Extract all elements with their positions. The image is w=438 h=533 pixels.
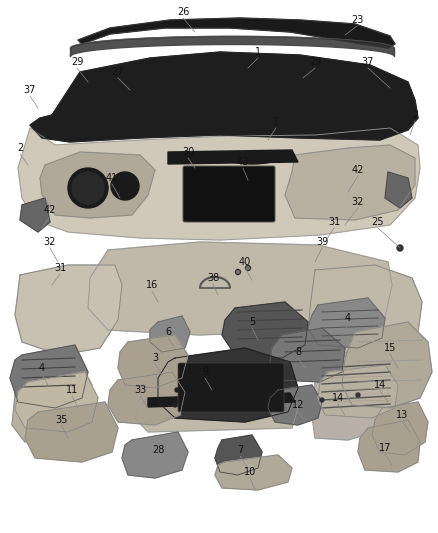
Polygon shape (108, 372, 185, 425)
Text: 4: 4 (345, 313, 351, 323)
Text: 2: 2 (17, 143, 23, 153)
Polygon shape (25, 402, 118, 462)
Circle shape (246, 265, 251, 271)
Polygon shape (385, 172, 412, 208)
Text: 31: 31 (328, 217, 340, 227)
Text: 32: 32 (352, 197, 364, 207)
Polygon shape (118, 335, 188, 388)
Text: 1: 1 (273, 117, 279, 127)
Text: 5: 5 (249, 317, 255, 327)
Polygon shape (318, 365, 398, 418)
Text: 23: 23 (351, 15, 363, 25)
Text: 11: 11 (66, 385, 78, 395)
Text: 9: 9 (202, 367, 208, 377)
Text: 42: 42 (44, 205, 56, 215)
Text: 35: 35 (56, 415, 68, 425)
Text: 37: 37 (24, 85, 36, 95)
Text: 8: 8 (295, 347, 301, 357)
Circle shape (111, 172, 139, 200)
Polygon shape (12, 358, 92, 442)
Polygon shape (15, 265, 122, 355)
Polygon shape (215, 435, 262, 475)
Circle shape (236, 270, 240, 274)
Text: 31: 31 (54, 263, 66, 273)
Polygon shape (358, 420, 420, 472)
Polygon shape (168, 150, 298, 164)
Circle shape (247, 267, 249, 269)
Polygon shape (10, 345, 88, 408)
Text: 25: 25 (372, 217, 384, 227)
Polygon shape (312, 348, 412, 440)
Text: 39: 39 (316, 237, 328, 247)
Text: 3: 3 (152, 353, 158, 363)
Circle shape (397, 245, 403, 251)
Ellipse shape (226, 152, 278, 164)
Polygon shape (158, 348, 298, 422)
Polygon shape (268, 385, 322, 425)
Polygon shape (342, 322, 432, 408)
Text: 32: 32 (44, 237, 56, 247)
Polygon shape (148, 393, 295, 407)
Polygon shape (122, 432, 188, 478)
Text: 17: 17 (379, 443, 391, 453)
Circle shape (173, 403, 177, 407)
Text: 38: 38 (207, 273, 219, 283)
Polygon shape (372, 402, 428, 455)
Polygon shape (20, 198, 50, 232)
Polygon shape (15, 372, 98, 432)
Text: 10: 10 (244, 467, 256, 477)
Polygon shape (135, 392, 298, 432)
Text: 1: 1 (255, 47, 261, 57)
Circle shape (237, 271, 239, 273)
Polygon shape (270, 328, 345, 382)
Circle shape (320, 398, 324, 402)
Polygon shape (88, 242, 392, 335)
Circle shape (175, 388, 179, 392)
Text: 40: 40 (239, 257, 251, 267)
Text: 41: 41 (106, 173, 118, 183)
Polygon shape (40, 152, 155, 218)
Polygon shape (150, 316, 190, 352)
Text: 29: 29 (71, 57, 83, 67)
Text: 12: 12 (292, 400, 304, 410)
Text: 16: 16 (146, 280, 158, 290)
Polygon shape (78, 18, 395, 48)
Circle shape (356, 393, 360, 397)
Text: 2: 2 (412, 110, 418, 120)
Text: 6: 6 (165, 327, 171, 337)
Polygon shape (285, 145, 415, 220)
Text: 30: 30 (182, 147, 194, 157)
Polygon shape (18, 128, 420, 240)
Text: 37: 37 (362, 57, 374, 67)
Text: 14: 14 (332, 393, 344, 403)
Text: 42: 42 (352, 165, 364, 175)
Text: 14: 14 (374, 380, 386, 390)
FancyBboxPatch shape (178, 363, 284, 412)
Text: 13: 13 (396, 410, 408, 420)
Polygon shape (308, 265, 422, 372)
Text: 15: 15 (384, 343, 396, 353)
Circle shape (72, 172, 104, 204)
Text: 43: 43 (237, 157, 249, 167)
Circle shape (68, 168, 108, 208)
Text: 27: 27 (112, 67, 124, 77)
Polygon shape (215, 455, 292, 490)
Polygon shape (222, 302, 308, 358)
FancyBboxPatch shape (183, 166, 275, 222)
Text: 26: 26 (177, 7, 189, 17)
Text: 4: 4 (39, 363, 45, 373)
Polygon shape (30, 52, 418, 142)
Text: 33: 33 (134, 385, 146, 395)
Text: 29: 29 (309, 57, 321, 67)
Polygon shape (308, 298, 385, 348)
Text: 28: 28 (152, 445, 164, 455)
Text: 7: 7 (237, 445, 243, 455)
